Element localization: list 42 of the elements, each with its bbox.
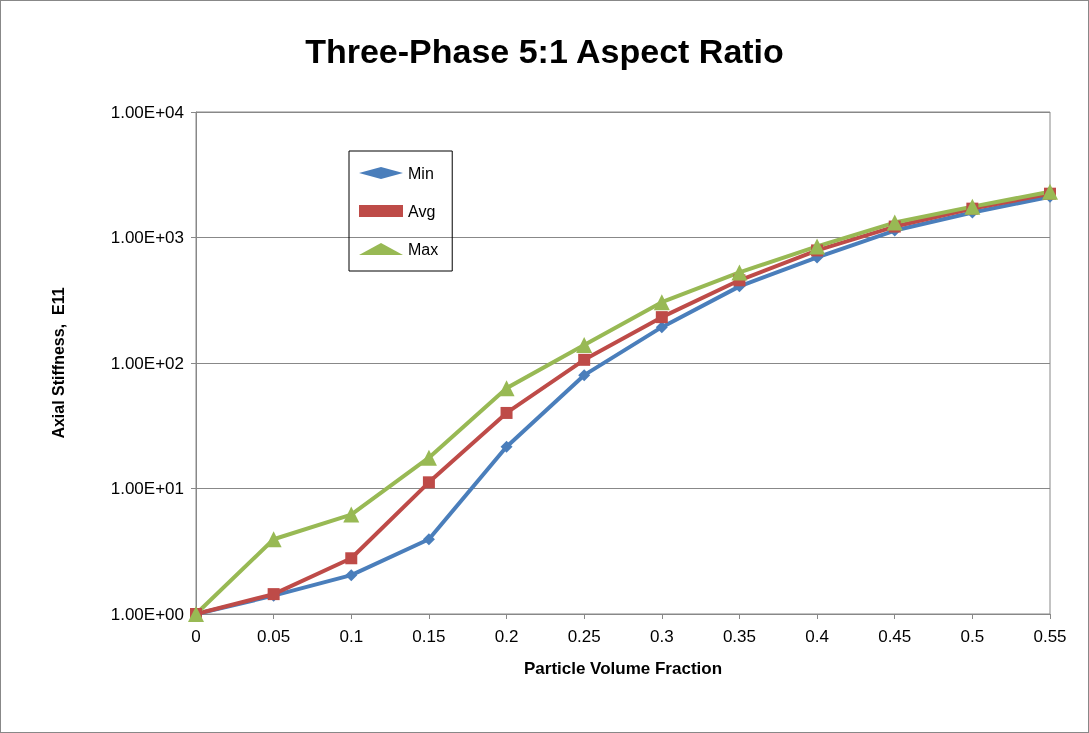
x-tick-label: 0.05 xyxy=(257,627,291,646)
y-tick-label: 1.00E+03 xyxy=(110,228,184,247)
point xyxy=(809,238,826,255)
point xyxy=(578,369,591,382)
y-tick-label: 1.00E+01 xyxy=(110,479,184,498)
point xyxy=(653,294,670,311)
x-tick-label: 0.25 xyxy=(567,627,601,646)
point xyxy=(345,552,358,565)
point xyxy=(422,476,435,489)
x-tick-label: 0.35 xyxy=(722,627,756,646)
point xyxy=(500,406,513,419)
point xyxy=(420,449,437,466)
x-tick-label: 0.2 xyxy=(494,627,519,646)
x-tick-label: 0.45 xyxy=(878,627,912,646)
point xyxy=(345,569,358,582)
point xyxy=(731,264,748,281)
x-tick-label: 0.1 xyxy=(339,627,364,646)
x-tick-label: 0 xyxy=(191,627,201,646)
x-tick-label: 0.4 xyxy=(805,627,829,646)
point xyxy=(655,311,668,324)
point xyxy=(500,440,513,453)
point xyxy=(343,506,360,523)
point xyxy=(964,198,981,215)
x-tick-label: 0.15 xyxy=(412,627,446,646)
chart-title: Three-Phase 5:1 Aspect Ratio xyxy=(305,32,784,70)
y-tick-label: 1.00E+04 xyxy=(110,102,184,122)
y-tick-label: 1.00E+02 xyxy=(110,353,184,373)
point xyxy=(886,214,903,231)
legend-label: Min xyxy=(408,164,434,182)
point xyxy=(1042,183,1058,200)
point xyxy=(422,533,435,546)
y-tick-label: 1.00E+00 xyxy=(110,604,184,624)
legend-label: Max xyxy=(408,240,439,258)
legend-label: Avg xyxy=(408,202,436,220)
x-tick-label: 0.5 xyxy=(960,627,985,646)
point xyxy=(576,337,593,354)
point xyxy=(578,353,591,366)
point xyxy=(498,380,515,397)
x-axis-title: Particle Volume Fraction xyxy=(523,659,723,678)
x-tick-label: 0.3 xyxy=(650,627,674,646)
x-tick-label: 0.55 xyxy=(1033,627,1067,646)
y-axis-title: Axial Stiffness, E11 xyxy=(49,287,67,439)
